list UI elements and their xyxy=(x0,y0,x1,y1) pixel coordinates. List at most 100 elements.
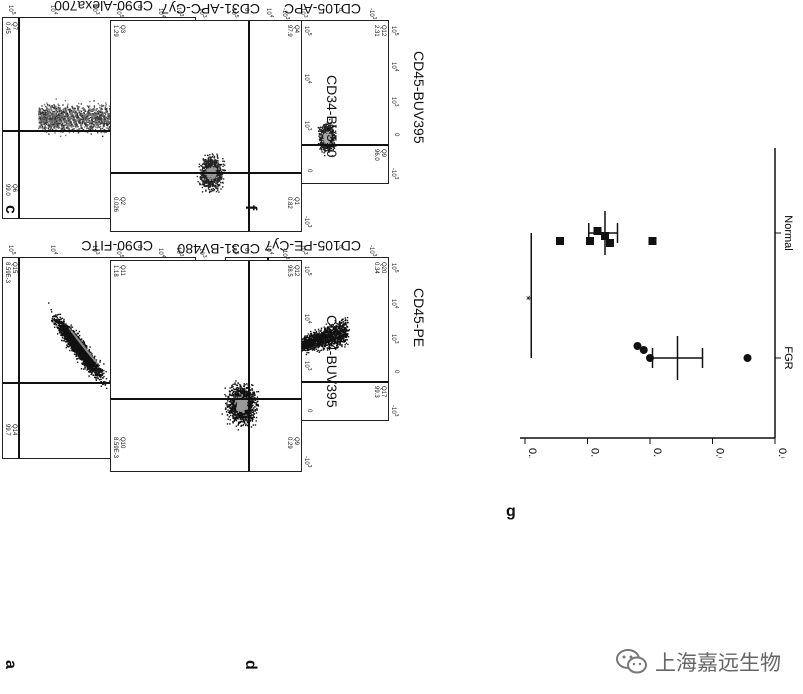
panel-a-gate-vertical xyxy=(18,18,21,218)
panel-c-gate-vertical xyxy=(247,21,250,231)
panel-c-q-br-label: Q3 1.29 xyxy=(111,25,125,37)
panel-f-y-tick: 105 xyxy=(115,248,124,257)
panel-c-events xyxy=(196,153,227,194)
wechat-icon xyxy=(616,649,647,674)
tick-exponent: 5 xyxy=(306,272,312,276)
panel-b-q-tl-label: Q9 96.0 xyxy=(372,149,386,161)
tick-base: 0 xyxy=(393,132,399,136)
tick-exponent: 3 xyxy=(306,127,312,131)
quadrant-name: Q4 xyxy=(293,25,299,34)
quadrant-name: Q11 xyxy=(119,265,125,276)
tick-base: 10 xyxy=(303,266,309,273)
panel-c-x-tick: 103 xyxy=(303,121,312,130)
quadrant-name: Q9 xyxy=(293,437,299,446)
tick-base: 10 xyxy=(7,5,13,12)
tick-exponent: 3 xyxy=(393,103,399,107)
quadrant-percent: 0.82 xyxy=(286,197,292,209)
tick-exponent: 3 xyxy=(306,464,312,468)
value-tick-label: 0.15 xyxy=(589,448,601,458)
tick-base: 10 xyxy=(390,61,396,69)
tick-exponent: 4 xyxy=(393,68,399,71)
panel-c-q-bl-label: Q4 97.9 xyxy=(285,25,299,37)
quadrant-percent: 0.026 xyxy=(112,197,118,213)
quadrant-percent: 97.9 xyxy=(286,25,292,37)
panel-d-y-tick: 105 xyxy=(7,245,16,254)
tick-base: 10 xyxy=(390,334,396,341)
panel-e-q-bl-label: Q20 0.34 xyxy=(372,262,386,274)
tick-base: 0 xyxy=(306,408,312,412)
panel-f-letter: f xyxy=(242,205,259,211)
panel-f-y-axis-label: CD31-BV480 xyxy=(177,241,261,257)
panel-c-x-tick: 105 xyxy=(303,26,312,35)
panel-d-gate-horizontal xyxy=(3,382,195,384)
value-tick-label: 0.05 xyxy=(714,448,726,458)
tick-base: 10 xyxy=(303,313,309,321)
fgr-point xyxy=(743,354,752,362)
panel-c-q-tl-label: Q1 0.82 xyxy=(285,197,299,209)
panel-a-gate-horizontal xyxy=(3,130,195,132)
quadrant-percent: 99.7 xyxy=(4,424,10,436)
quadrant-name: Q6 xyxy=(11,184,17,193)
quadrant-name: Q7 xyxy=(11,22,17,31)
quadrant-percent: 1.29 xyxy=(112,25,118,37)
category-label: Normal xyxy=(782,215,794,250)
tick-exponent: 4 xyxy=(52,251,58,255)
tick-base: 10 xyxy=(390,97,396,104)
quadrant-percent: 99.0 xyxy=(4,184,10,196)
quadrant-name: Q3 xyxy=(119,25,125,34)
panel-c-x-tick: 104 xyxy=(303,74,312,83)
tick-exponent: 5 xyxy=(306,32,312,36)
panel-d-letter: d xyxy=(242,660,259,670)
panel-f-x-tick: 103 xyxy=(303,361,312,370)
quadrant-percent: 1.18 xyxy=(112,265,118,277)
panel-e-x-tick: 103 xyxy=(390,334,399,343)
panel-e-gate-horizontal xyxy=(226,381,388,384)
quadrant-name: Q15 xyxy=(11,262,17,274)
tick-exponent: 5 xyxy=(393,32,399,36)
tick-base: 10 xyxy=(264,8,271,15)
tick-exponent: 4 xyxy=(393,305,399,308)
panel-b-x-tick: -103 xyxy=(390,168,399,179)
tick-base: -10 xyxy=(390,168,396,177)
tick-exponent: 4 xyxy=(306,320,312,323)
panel-e-x-tick: -103 xyxy=(390,405,399,416)
tick-base: 10 xyxy=(49,245,55,252)
tick-base: 10 xyxy=(115,248,121,255)
panel-f-q-tr-label: Q10 8.59E-3 xyxy=(111,437,125,458)
quadrant-name: Q17 xyxy=(380,386,386,398)
panel-a-letter: a xyxy=(2,660,19,669)
quadrant-name: Q9 xyxy=(380,149,386,158)
tick-exponent: 5 xyxy=(10,11,16,15)
tick-base: 10 xyxy=(303,121,309,128)
tick-base: -10 xyxy=(368,8,374,17)
watermark-text: 上海嘉远生物 xyxy=(655,652,781,675)
tick-exponent: 3 xyxy=(393,176,399,180)
tick-exponent: 5 xyxy=(118,254,124,258)
tick-base: 10 xyxy=(303,26,309,33)
normal-point xyxy=(586,237,594,245)
quadrant-percent: 0.29 xyxy=(286,437,292,449)
tick-base: -10 xyxy=(303,216,309,225)
panel-f-x-tick: -103 xyxy=(303,456,312,467)
panel-f-y-tick: 104 xyxy=(157,248,166,257)
panel-e-x-tick: 104 xyxy=(390,299,399,308)
panel-a-y-axis-label: CD90-Alexa700 xyxy=(54,0,153,14)
panel-e-x-tick: 0 xyxy=(393,370,399,373)
panel-e-x-axis-label: CD45-PE xyxy=(411,288,427,348)
quadrant-percent: 8.59E-3 xyxy=(4,262,10,284)
tick-exponent: 5 xyxy=(10,251,16,255)
tick-base: 10 xyxy=(390,263,396,270)
value-tick-label: 0.10 xyxy=(651,448,663,458)
panel-f-gate-horizontal xyxy=(111,397,301,400)
tick-base: -10 xyxy=(390,405,396,414)
panel-f-gate-vertical xyxy=(247,261,250,471)
tick-exponent: 3 xyxy=(393,413,399,417)
quadrant-name: Q2 xyxy=(119,197,125,206)
tick-exponent: 5 xyxy=(393,269,399,273)
panel-f-x-tick: 0 xyxy=(306,409,312,412)
tick-base: -10 xyxy=(303,456,309,465)
value-tick-label: 0.00 xyxy=(776,448,788,458)
panel-f-plot-area: Q9 0.29 Q12 98.5 Q10 8.59E-3 Q11 1.18 xyxy=(110,260,302,472)
panel-b-x-axis-label: CD45-BUV395 xyxy=(411,51,427,144)
normal-point xyxy=(606,239,614,247)
